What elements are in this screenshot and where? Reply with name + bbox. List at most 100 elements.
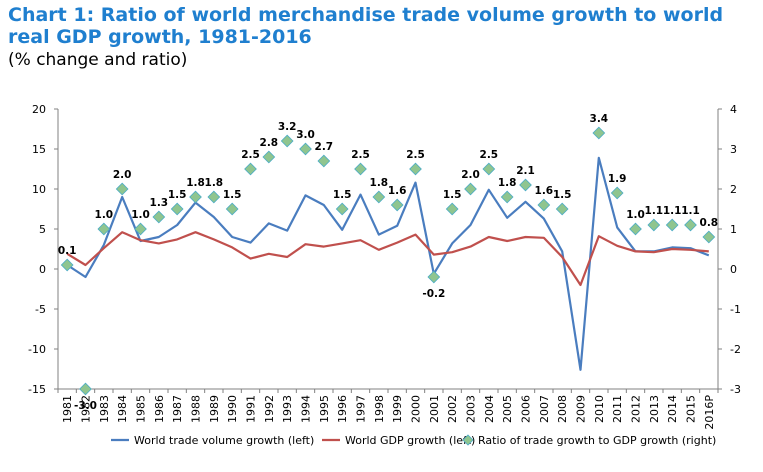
ratio-marker — [610, 186, 624, 200]
ratio-data-label: 1.5 — [223, 189, 242, 201]
x-axis-tick-label: 2016P — [703, 395, 716, 430]
right-axis-tick-label: 3 — [730, 143, 737, 156]
ratio-data-label: 1.1 — [663, 205, 682, 217]
ratio-data-label: -0.2 — [422, 288, 445, 300]
legend-layer: World trade volume growth (left) World GD… — [111, 434, 716, 447]
x-axis-tick-label: 2000 — [410, 395, 423, 423]
x-axis-tick-label: 1997 — [355, 395, 368, 423]
ratio-data-label: 1.8 — [205, 177, 224, 189]
ratio-marker — [97, 222, 111, 236]
ratio-marker — [427, 270, 441, 284]
ratio-data-label: 1.0 — [626, 209, 645, 221]
left-axis-tick-label: -15 — [28, 383, 46, 396]
ratio-marker — [702, 230, 716, 244]
series-line-0 — [66, 156, 710, 371]
ratio-marker — [115, 182, 129, 196]
left-axis-tick-label: -10 — [28, 343, 46, 356]
ratio-marker — [262, 150, 276, 164]
ratio-data-label: 1.5 — [443, 189, 462, 201]
x-axis-tick-label: 2010 — [593, 395, 606, 423]
x-axis-tick-label: 2007 — [538, 395, 551, 423]
x-axis-tick-label: 1998 — [373, 395, 386, 423]
x-axis-tick-label: 1989 — [208, 395, 221, 423]
ratio-data-label: 3.0 — [296, 129, 315, 141]
x-axis-tick-label: 2004 — [483, 395, 496, 423]
ratio-marker — [79, 382, 92, 396]
x-axis-tick-label: 2008 — [556, 395, 569, 423]
ratio-data-label: 1.8 — [370, 177, 389, 189]
ratio-data-label: 2.0 — [461, 169, 480, 181]
x-axis-tick-label: 1985 — [135, 395, 148, 423]
title-block: Chart 1: Ratio of world merchandise trad… — [8, 4, 758, 71]
x-axis-tick-label: 2013 — [648, 395, 661, 423]
ratio-data-label: 2.5 — [351, 149, 370, 161]
right-axis-tick-label: 0 — [730, 263, 737, 276]
ratio-data-label: 1.1 — [645, 205, 664, 217]
left-axis-tick-label: 5 — [39, 223, 46, 236]
left-axis-tick-label: 10 — [32, 183, 46, 196]
x-axis-tick-label: 1994 — [300, 395, 313, 423]
ratio-marker — [225, 202, 239, 216]
x-axis-tick-label: 1982 — [80, 395, 93, 423]
ratio-marker — [647, 218, 661, 232]
ratio-marker — [280, 134, 294, 148]
x-axis-tick-label: 1984 — [116, 395, 129, 423]
ratio-data-label: 2.1 — [516, 165, 535, 177]
x-axis-tick-label: 1999 — [391, 395, 404, 423]
left-axis-tick-label: 20 — [32, 103, 46, 116]
ratio-data-label: 0.8 — [700, 217, 719, 229]
x-axis-tick-label: 1991 — [245, 395, 258, 423]
ratio-marker — [684, 218, 697, 232]
legend-label-1: World GDP growth (left) — [345, 434, 475, 447]
x-axis-tick-label: 1990 — [226, 395, 239, 423]
legend-label-0: World trade volume growth (left) — [134, 434, 314, 447]
ratio-data-label: 2.7 — [315, 141, 334, 153]
ratio-marker — [592, 126, 606, 140]
x-axis-tick-label: 1981 — [61, 395, 74, 423]
x-axis-tick-label: 1996 — [336, 395, 349, 423]
x-axis-tick-label: 1993 — [281, 395, 294, 423]
ratio-data-label: 1.8 — [498, 177, 517, 189]
ratio-data-label: 2.8 — [260, 137, 279, 149]
ratio-marker — [244, 162, 257, 176]
ratio-data-label: 1.8 — [186, 177, 205, 189]
ratio-data-label: -3.0 — [74, 400, 97, 412]
x-axis-tick-label: 2014 — [666, 395, 679, 423]
ratio-data-label: 1.1 — [681, 205, 700, 217]
ratio-marker — [170, 202, 184, 216]
right-axis-tick-label: 1 — [730, 223, 737, 236]
x-axis-tick-label: 2005 — [501, 395, 514, 423]
ratio-data-label: 1.5 — [168, 189, 187, 201]
ratio-data-label: 1.0 — [131, 209, 150, 221]
left-axis-tick-label: -5 — [35, 303, 46, 316]
x-axis-tick-label: 1992 — [263, 395, 276, 423]
ratio-data-label: 2.5 — [480, 149, 499, 161]
x-axis-tick-label: 2002 — [446, 395, 459, 423]
ratio-marker — [537, 198, 551, 212]
series-line-1 — [66, 231, 709, 287]
legend-swatch-2 — [462, 434, 474, 446]
x-axis-tick-label: 1986 — [153, 395, 166, 423]
right-axis-tick-label: -1 — [730, 303, 741, 316]
ratio-marker — [445, 202, 459, 216]
ratio-data-label: 1.6 — [388, 185, 407, 197]
ratio-data-label: 1.3 — [150, 197, 169, 209]
left-axis-tick-label: 15 — [32, 143, 46, 156]
ratio-marker — [629, 222, 642, 236]
x-axis-tick-label: 2006 — [520, 395, 533, 423]
legend-label-2: Ratio of trade growth to GDP growth (rig… — [478, 434, 716, 447]
x-axis-tick-label: 2015 — [685, 395, 698, 423]
ratio-marker — [464, 182, 477, 196]
chart-subtitle: (% change and ratio) — [8, 50, 188, 70]
x-axis-tick-label: 2003 — [465, 395, 478, 423]
chart-title: Chart 1: Ratio of world merchandise trad… — [8, 4, 724, 48]
x-axis-tick-label: 2001 — [428, 395, 441, 423]
right-axis-tick-label: -3 — [730, 383, 741, 396]
ratio-data-label: 2.5 — [241, 149, 260, 161]
x-axis-tick-label: 2011 — [611, 395, 624, 423]
ratio-marker — [665, 218, 679, 232]
ratio-data-label: 1.6 — [535, 185, 554, 197]
x-axis-tick-label: 1988 — [190, 395, 203, 423]
labels-layer: 0.1-3.01.02.01.01.31.51.8 1.81.52.52.83.2… — [58, 113, 718, 412]
